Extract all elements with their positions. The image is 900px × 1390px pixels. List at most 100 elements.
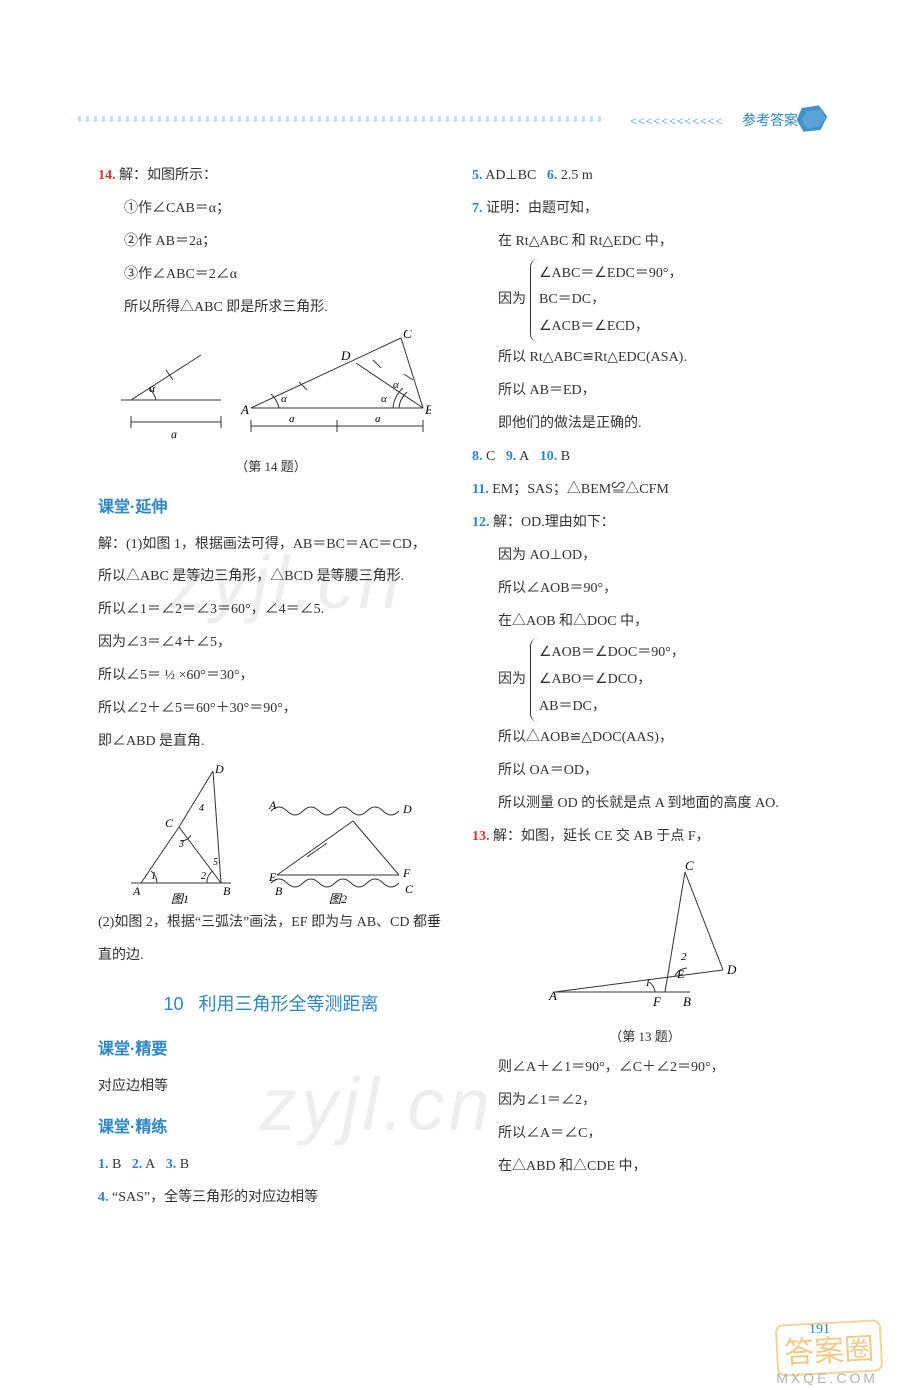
ans: A bbox=[145, 1157, 155, 1172]
q-num: 4. bbox=[98, 1190, 109, 1205]
q13-line: 则∠A＋∠1＝90°，∠C＋∠2＝90°， bbox=[472, 1052, 818, 1085]
q13: 13. 解：如图，延长 CE 交 AB 于点 F， bbox=[472, 821, 818, 854]
svg-text:3: 3 bbox=[178, 839, 184, 850]
svg-text:a: a bbox=[375, 413, 381, 425]
svg-text:a: a bbox=[289, 413, 295, 425]
q7-brace: 因为 ∠ABC＝∠EDC＝90°， BC＝DC， ∠ACB＝∠ECD， bbox=[472, 259, 818, 343]
right-column: 5. AD⊥BC 6. 2.5 m 7. 证明：由题可知， 在 Rt△ABC 和… bbox=[472, 160, 818, 1215]
svg-text:2: 2 bbox=[201, 871, 206, 882]
q12-line: 所以△AOB≌△DOC(AAS)， bbox=[472, 722, 818, 755]
brace-item: ∠ACB＝∠ECD， bbox=[539, 314, 683, 341]
q11: 11. EM；SAS；△BEM≌△CFM bbox=[472, 474, 818, 507]
q6-text: 2.5 m bbox=[561, 168, 593, 183]
svg-text:B: B bbox=[425, 402, 431, 417]
q-num: 1. bbox=[98, 1157, 109, 1172]
svg-text:A: A bbox=[268, 798, 277, 812]
svg-text:A: A bbox=[548, 988, 557, 1003]
svg-text:E: E bbox=[268, 870, 277, 884]
svg-text:图1: 图1 bbox=[171, 892, 189, 905]
svg-text:A: A bbox=[132, 884, 141, 898]
content-columns: 14. 解：如图所示： ①作∠CAB＝α； ②作 AB＝2a； ③作∠ABC＝2… bbox=[98, 160, 818, 1215]
q14-conclusion: 所以所得△ABC 即是所求三角形. bbox=[98, 292, 444, 325]
header-label: 参考答案 bbox=[742, 110, 798, 130]
ext-line: 所以∠1＝∠2＝∠3＝60°，∠4＝∠5. bbox=[98, 594, 444, 627]
svg-text:D: D bbox=[726, 962, 737, 977]
svg-text:C: C bbox=[685, 860, 694, 873]
mc-line: 8. C 9. A 10. B bbox=[472, 441, 818, 474]
svg-text:1: 1 bbox=[645, 977, 651, 989]
q14-step: ②作 AB＝2a； bbox=[98, 226, 444, 259]
q5-text: AD⊥BC bbox=[485, 168, 536, 183]
svg-text:A: A bbox=[240, 402, 249, 417]
section-10-title: 10 利用三角形全等测距离 bbox=[98, 983, 444, 1025]
q-num: 13. bbox=[472, 829, 490, 844]
q11-text: EM；SAS；△BEM≌△CFM bbox=[492, 482, 669, 497]
q14-num: 14. bbox=[98, 168, 116, 183]
q12-line: 所以∠AOB＝90°， bbox=[472, 573, 818, 606]
q-num: 8. bbox=[472, 449, 483, 464]
header-chevrons: <<<<<<<<<<<< bbox=[630, 114, 723, 129]
q-num: 5. bbox=[472, 168, 483, 183]
q13-line: 因为∠1＝∠2， bbox=[472, 1085, 818, 1118]
svg-text:α: α bbox=[149, 381, 156, 395]
svg-text:α: α bbox=[393, 379, 399, 391]
svg-text:图2: 图2 bbox=[329, 892, 347, 905]
q12-lead: 解：OD.理由如下： bbox=[493, 515, 615, 530]
brace-item: ∠ABC＝∠EDC＝90°， bbox=[539, 261, 683, 288]
q12-line: 所以 OA＝OD， bbox=[472, 755, 818, 788]
q14-figure: α a α α α A bbox=[98, 330, 444, 450]
q13-line: 在△ABD 和△CDE 中， bbox=[472, 1151, 818, 1184]
page-header: <<<<<<<<<<<< 参考答案 bbox=[0, 108, 900, 130]
svg-text:F: F bbox=[402, 866, 411, 880]
because-label: 因为 bbox=[498, 284, 526, 317]
ext-line: 因为∠3＝∠4＋∠5， bbox=[98, 627, 444, 660]
ext-line: 所以∠5＝ ½ ×60°＝30°， bbox=[98, 660, 444, 693]
q7-line: 即他们的做法是正确的. bbox=[472, 408, 818, 441]
header-badge-icon bbox=[795, 104, 829, 134]
svg-text:4: 4 bbox=[199, 803, 204, 814]
svg-text:2: 2 bbox=[681, 951, 687, 963]
ans: B bbox=[112, 1157, 121, 1172]
q13-caption: （第 13 题） bbox=[472, 1022, 818, 1053]
jl-title: 课堂·精练 bbox=[98, 1109, 444, 1147]
svg-text:B: B bbox=[275, 884, 283, 898]
q-num: 10. bbox=[540, 449, 558, 464]
section-ext-title: 课堂·延伸 bbox=[98, 489, 444, 527]
svg-text:5: 5 bbox=[213, 857, 218, 868]
because-label: 因为 bbox=[498, 664, 526, 697]
svg-text:B: B bbox=[683, 994, 691, 1009]
svg-text:1: 1 bbox=[151, 871, 156, 882]
ext-figures: A B C D 1 2 3 4 5 图1 A D E F bbox=[98, 765, 444, 905]
q7: 7. 证明：由题可知， bbox=[472, 193, 818, 226]
svg-text:C: C bbox=[405, 882, 414, 896]
svg-text:B: B bbox=[223, 884, 231, 898]
jy-text: 对应边相等 bbox=[98, 1071, 444, 1104]
q13-figure: A B C D E F 1 2 bbox=[472, 860, 818, 1020]
svg-text:D: D bbox=[340, 348, 351, 363]
brace-item: ∠AOB＝∠DOC＝90°， bbox=[539, 640, 685, 667]
q12-line: 在△AOB 和△DOC 中， bbox=[472, 606, 818, 639]
q12-brace: 因为 ∠AOB＝∠DOC＝90°， ∠ABO＝∠DCO， AB＝DC， bbox=[472, 638, 818, 722]
svg-text:F: F bbox=[652, 994, 662, 1009]
ans: A bbox=[519, 449, 529, 464]
q14: 14. 解：如图所示： bbox=[98, 160, 444, 193]
ans: B bbox=[561, 449, 570, 464]
svg-text:D: D bbox=[214, 765, 224, 776]
ans: C bbox=[486, 449, 495, 464]
svg-text:α: α bbox=[381, 393, 387, 405]
stamp-sub: MXQE.COM bbox=[776, 1370, 878, 1386]
mc-line: 1. B 2. A 3. B bbox=[98, 1149, 444, 1182]
sec10-no: 10 bbox=[163, 994, 183, 1014]
q12-line: 所以测量 OD 的长就是点 A 到地面的高度 AO. bbox=[472, 788, 818, 821]
svg-text:α: α bbox=[281, 393, 287, 405]
q7-lead: 证明：由题可知， bbox=[486, 201, 598, 216]
q14-step: ③作∠ABC＝2∠α bbox=[98, 259, 444, 292]
brace-item: AB＝DC， bbox=[539, 694, 685, 721]
ans: B bbox=[180, 1157, 189, 1172]
answer-stamp: 答案圈 bbox=[775, 1319, 884, 1376]
brace-item: ∠ABO＝∠DCO， bbox=[539, 667, 685, 694]
q13-line: 所以∠A＝∠C， bbox=[472, 1118, 818, 1151]
q12-line: 因为 AO⊥OD， bbox=[472, 540, 818, 573]
q14-step: ①作∠CAB＝α； bbox=[98, 193, 444, 226]
svg-text:a: a bbox=[171, 427, 177, 441]
